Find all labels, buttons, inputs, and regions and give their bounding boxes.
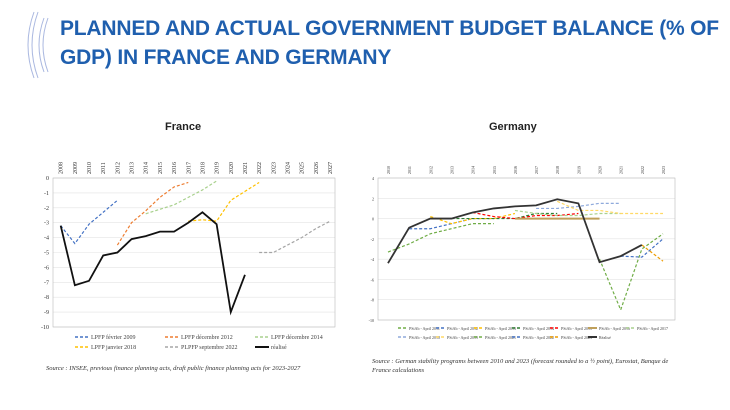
x-tick-label: 2017 <box>186 162 192 174</box>
x-tick-label: 2020 <box>229 162 235 174</box>
x-tick-label: 2010 <box>87 162 93 174</box>
germany-chart-title: Germany <box>489 121 537 133</box>
page-title: PLANNED AND ACTUAL GOVERNMENT BUDGET BAL… <box>60 17 719 69</box>
x-tick-label: 2018 <box>200 162 206 174</box>
series-line-12 <box>641 244 664 262</box>
decorative-brackets <box>27 11 49 79</box>
x-tick-label: 2014 <box>471 166 476 174</box>
legend-label: PStAb - April 2017 <box>637 326 668 331</box>
series-line-3 <box>430 212 516 225</box>
x-tick-label: 2023 <box>271 162 277 174</box>
legend-label: PStAb - April 2022 <box>523 335 554 340</box>
y-tick-label: -7 <box>44 280 49 286</box>
series-line-1 <box>60 199 118 245</box>
x-tick-label: 2014 <box>144 162 150 174</box>
series-line-5 <box>472 211 579 220</box>
series-line-10 <box>598 233 664 312</box>
x-tick-label: 2025 <box>300 162 306 174</box>
y-tick-label: -10 <box>41 325 49 331</box>
x-tick-label: 2016 <box>513 166 518 174</box>
y-tick-label: 2 <box>372 196 374 201</box>
x-tick-label: 2011 <box>407 166 412 174</box>
y-tick-label: -2 <box>371 237 374 242</box>
x-tick-label: 2022 <box>640 166 645 174</box>
x-tick-label: 2010 <box>386 166 391 174</box>
legend-label: PStAb - April 2019 <box>447 335 478 340</box>
y-tick-label: 0 <box>46 176 49 182</box>
x-tick-label: 2013 <box>130 162 136 174</box>
germany-source: Source : German stability programs betwe… <box>372 358 669 374</box>
x-tick-label: 2011 <box>101 162 107 174</box>
x-tick-label: 2021 <box>243 162 249 174</box>
series-line-11 <box>620 238 664 258</box>
x-tick-label: 2019 <box>215 162 221 174</box>
x-tick-label: 2021 <box>619 166 624 174</box>
series-line-7 <box>514 209 621 217</box>
legend-label: PStAb - April 2012 <box>447 326 478 331</box>
x-tick-label: 2008 <box>59 162 65 174</box>
france-source: Source : INSEE, previous finance plannin… <box>46 365 301 372</box>
series-line-6 <box>59 211 246 316</box>
plot-frame <box>377 177 676 321</box>
x-tick-label: 2016 <box>172 162 178 174</box>
series-line-4 <box>451 212 558 220</box>
x-tick-label: 2012 <box>428 166 433 174</box>
x-tick-label: 2015 <box>492 166 497 174</box>
y-tick-label: 0 <box>372 217 374 222</box>
y-tick-label: -2 <box>44 206 49 212</box>
legend-label: PStAb - April 2011 <box>409 326 440 331</box>
y-tick-label: -8 <box>44 295 49 301</box>
y-tick-label: -3 <box>44 221 49 227</box>
y-tick-label: -10 <box>369 318 374 323</box>
legend-label: PStAb - April 2021 <box>485 335 516 340</box>
y-tick-label: -9 <box>44 310 49 316</box>
legend-label: PStAb - April 2023 <box>561 335 592 340</box>
series-line-8 <box>536 202 621 210</box>
y-tick-label: -6 <box>44 265 49 271</box>
legend-label: Réalisé <box>599 335 611 340</box>
y-tick-label: -8 <box>371 298 374 303</box>
legend-label: LPFP décembre 2012 <box>181 335 233 341</box>
x-tick-label: 2018 <box>555 166 560 174</box>
legend-label: PLPFP septembre 2022 <box>181 345 237 351</box>
legend-label: LPFP décembre 2014 <box>271 335 323 341</box>
plot-frame <box>52 177 336 328</box>
y-tick-label: -4 <box>44 236 49 242</box>
series-line-13 <box>387 198 643 264</box>
y-tick-label: -6 <box>371 277 374 282</box>
x-tick-label: 2012 <box>115 162 121 174</box>
legend-label: PStAb - April 2013 <box>485 326 516 331</box>
y-tick-label: -5 <box>44 251 49 257</box>
legend-label: PStAb - April 2015 <box>561 326 592 331</box>
x-tick-label: 2015 <box>158 162 164 174</box>
x-tick-label: 2017 <box>534 166 539 174</box>
series-line-9 <box>556 200 663 215</box>
x-tick-label: 2009 <box>73 162 79 174</box>
x-tick-label: 2027 <box>328 162 334 174</box>
x-tick-label: 2013 <box>449 166 454 174</box>
series-line-5 <box>259 220 331 254</box>
y-tick-label: -4 <box>371 257 374 262</box>
legend-label: réalisé <box>271 345 287 351</box>
x-tick-label: 2020 <box>598 166 603 174</box>
legend-label: PStAb - April 2016 <box>599 326 630 331</box>
x-tick-label: 2024 <box>285 162 291 174</box>
france-chart-title: France <box>165 121 202 133</box>
x-tick-label: 2022 <box>257 162 263 174</box>
series-line-3 <box>145 180 217 215</box>
y-tick-label: -1 <box>44 191 49 197</box>
series-line-2 <box>116 181 189 246</box>
y-tick-label: 4 <box>372 176 374 181</box>
legend-label: PStAb - April 2014 <box>523 326 554 331</box>
legend-label: LPFP janvier 2018 <box>91 345 136 351</box>
series-line-4 <box>188 181 260 222</box>
legend-label: PStAb - April 2018 <box>409 335 440 340</box>
x-tick-label: 2026 <box>314 162 320 174</box>
x-tick-label: 2019 <box>576 166 581 174</box>
x-tick-label: 2023 <box>661 166 666 174</box>
legend-label: LPFP février 2009 <box>91 334 135 341</box>
series-line-1 <box>387 223 494 253</box>
